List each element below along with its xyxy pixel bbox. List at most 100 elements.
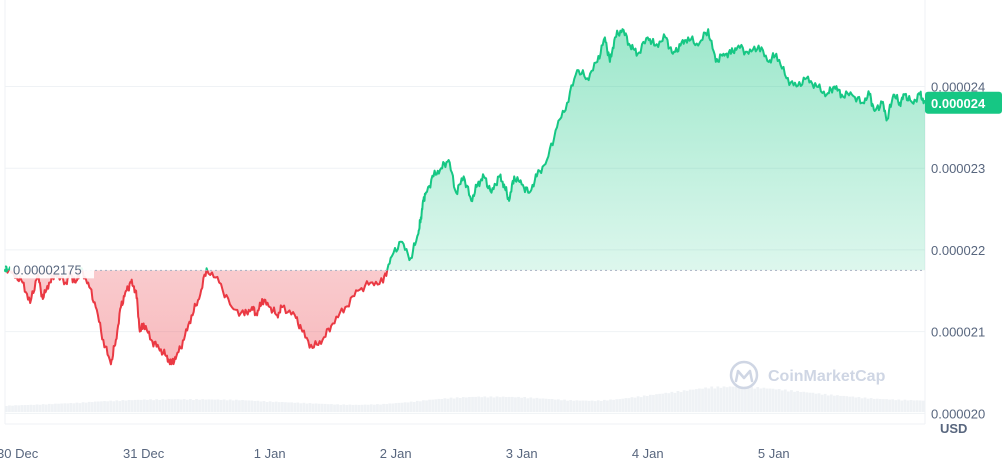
volume-bar bbox=[468, 396, 471, 412]
volume-bar bbox=[179, 399, 183, 412]
baseline-marker: 0.00002175 bbox=[4, 260, 925, 279]
volume-bar bbox=[376, 404, 379, 412]
volume-bar bbox=[774, 389, 778, 412]
volume-bar bbox=[333, 404, 336, 412]
volume-bar bbox=[167, 399, 171, 412]
volume-bar bbox=[44, 404, 48, 412]
volume-bar bbox=[673, 392, 677, 412]
volume-bar bbox=[624, 398, 628, 412]
volume-bar bbox=[314, 403, 318, 412]
volume-bar bbox=[198, 399, 201, 412]
volume-bar bbox=[780, 390, 784, 412]
volume-bar bbox=[192, 400, 195, 412]
volume-bar bbox=[182, 399, 186, 412]
volume-bar bbox=[529, 397, 533, 412]
volume-bar bbox=[679, 392, 683, 412]
volume-bar bbox=[682, 390, 686, 412]
volume-bar bbox=[115, 400, 119, 412]
volume-bar bbox=[348, 404, 352, 412]
volume-bar bbox=[480, 397, 484, 412]
volume-bar bbox=[103, 401, 106, 412]
volume-bar bbox=[915, 400, 919, 412]
volume-bar bbox=[161, 399, 165, 412]
volume-bar bbox=[60, 403, 63, 412]
volume-bar bbox=[833, 395, 836, 412]
volume-bar bbox=[112, 401, 116, 412]
volume-bar bbox=[235, 399, 238, 412]
y-tick-label: 0.000021 bbox=[931, 325, 985, 340]
volume-bar bbox=[428, 399, 431, 412]
volume-bar bbox=[704, 387, 707, 412]
volume-bar bbox=[265, 402, 269, 412]
volume-bar bbox=[642, 395, 646, 412]
volume-bar bbox=[155, 399, 159, 412]
volume-bar bbox=[658, 393, 661, 412]
volume-bar bbox=[195, 399, 198, 412]
volume-bar bbox=[787, 391, 790, 412]
volume-bar bbox=[912, 400, 916, 412]
x-tick-label: 2 Jan bbox=[380, 446, 412, 461]
volume-bar bbox=[504, 397, 508, 412]
volume-bar bbox=[100, 401, 103, 412]
volume-bar bbox=[201, 399, 205, 412]
volume-bar bbox=[808, 392, 812, 412]
volume-bar bbox=[900, 400, 904, 412]
volume-bar bbox=[320, 403, 324, 412]
volume-bar bbox=[541, 398, 545, 412]
volume-bar bbox=[734, 386, 738, 412]
current-price-label: 0.000024 bbox=[931, 96, 986, 111]
volume-bar bbox=[81, 402, 85, 412]
volume-bar bbox=[817, 393, 821, 412]
volume-bar bbox=[35, 404, 39, 412]
volume-bar bbox=[826, 395, 830, 412]
volume-bar bbox=[207, 399, 211, 412]
volume-bar bbox=[204, 399, 208, 412]
volume-bar bbox=[302, 402, 306, 412]
volume-bar bbox=[609, 399, 612, 412]
volume-bar bbox=[14, 405, 17, 412]
volume-bar bbox=[247, 400, 251, 412]
volume-bar bbox=[829, 394, 833, 412]
price-line bbox=[4, 28, 925, 366]
volume-bar bbox=[397, 402, 401, 412]
volume-bar bbox=[725, 387, 729, 412]
volume-bar bbox=[670, 391, 674, 412]
volume-bar bbox=[569, 400, 573, 412]
volume-bar bbox=[627, 398, 631, 412]
volume-bar bbox=[737, 386, 741, 412]
volume-bar bbox=[645, 396, 649, 412]
volume-bar bbox=[465, 397, 468, 412]
volume-bar bbox=[109, 400, 113, 412]
x-tick-label: 30 Dec bbox=[0, 446, 39, 461]
volume-bar bbox=[388, 403, 392, 412]
volume-bar bbox=[566, 400, 569, 412]
volume-bar bbox=[253, 400, 257, 412]
y-tick-label: 0.000023 bbox=[931, 161, 985, 176]
volume-bar bbox=[440, 398, 444, 412]
volume-bar bbox=[584, 400, 588, 412]
volume-bar bbox=[869, 398, 873, 412]
volume-bar bbox=[225, 400, 229, 412]
volume-bar bbox=[894, 400, 898, 412]
volume-bar bbox=[603, 399, 606, 412]
volume-bar bbox=[596, 400, 600, 412]
volume-bar bbox=[523, 397, 527, 412]
y-tick-label: 0.000020 bbox=[931, 406, 985, 421]
volume-bar bbox=[486, 397, 490, 412]
volume-bar bbox=[11, 405, 14, 412]
volume-bar bbox=[149, 399, 152, 412]
volume-bar bbox=[851, 396, 855, 412]
volume-bar bbox=[379, 404, 382, 412]
volume-bar bbox=[5, 406, 8, 412]
volume-bar bbox=[219, 399, 223, 412]
volume-bar bbox=[271, 402, 275, 412]
volume-bar bbox=[909, 399, 913, 412]
volume-bar bbox=[185, 399, 189, 412]
volume-bar bbox=[719, 387, 723, 412]
volume-bar bbox=[615, 399, 619, 412]
volume-bar bbox=[728, 386, 732, 412]
volume-bar bbox=[385, 404, 389, 412]
volume-bar bbox=[655, 394, 658, 412]
volume-bar bbox=[863, 397, 867, 412]
volume-bar bbox=[259, 401, 263, 412]
